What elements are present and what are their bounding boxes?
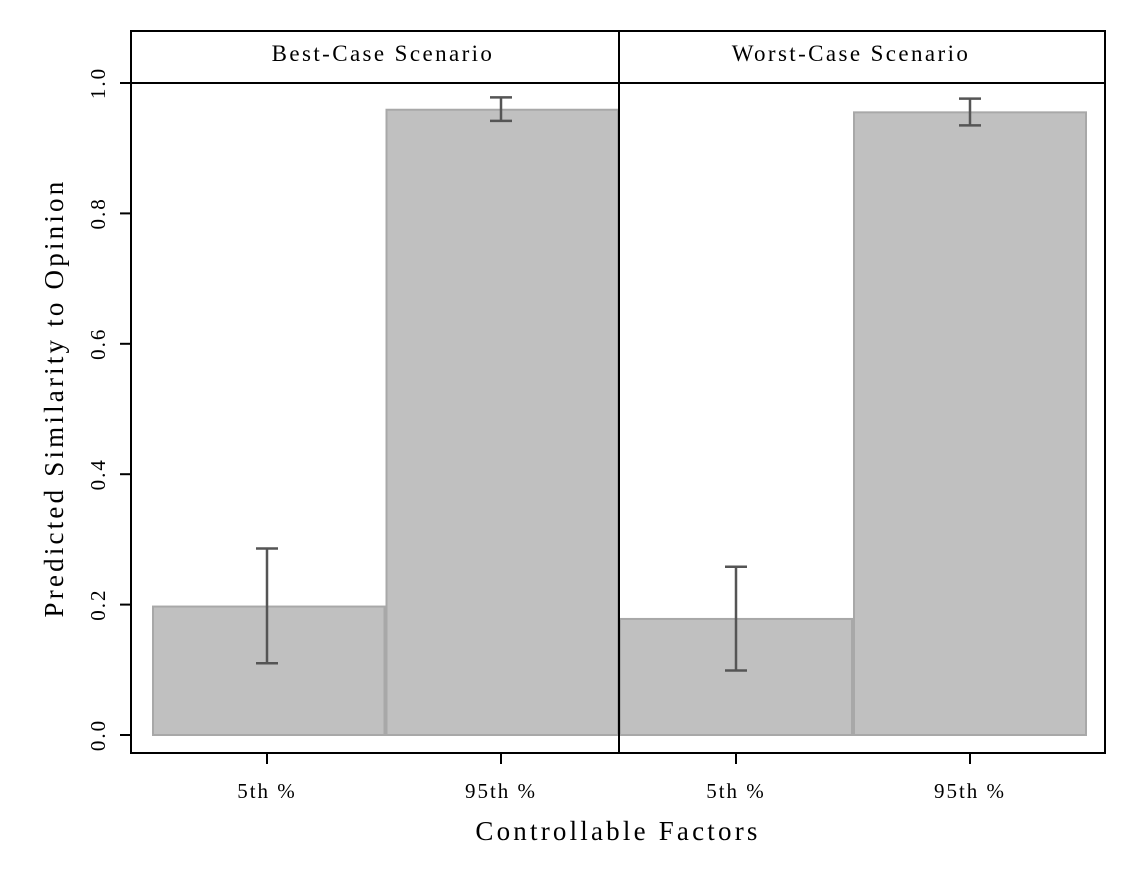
bar-best-5th — [152, 605, 386, 737]
y-tick-label: 0.2 — [86, 588, 110, 620]
bar-best-95th — [385, 108, 619, 737]
bar-worst-95th — [853, 111, 1087, 736]
errorbar-best-95th — [490, 96, 512, 123]
panel-title-worst-case: Worst-Case Scenario — [732, 41, 971, 66]
errorbar-worst-95th — [959, 97, 981, 127]
y-tick-label: 0.8 — [86, 197, 110, 229]
x-tick-label: 5th % — [237, 779, 297, 803]
panel-title-best-case: Best-Case Scenario — [272, 41, 495, 66]
y-tick-label: 0.4 — [86, 458, 110, 490]
y-axis: 0.0 0.2 0.4 0.6 0.8 1.0 — [86, 67, 131, 751]
x-tick-label: 5th % — [706, 779, 766, 803]
errorbars-layer — [256, 96, 981, 672]
y-tick-label: 0.6 — [86, 328, 110, 360]
bars-layer — [152, 108, 1087, 737]
y-tick-label: 1.0 — [86, 67, 110, 99]
y-tick-label: 0.0 — [86, 719, 110, 751]
x-tick-label: 95th % — [934, 779, 1006, 803]
x-axis-title: Controllable Factors — [475, 816, 760, 846]
x-tick-label: 95th % — [465, 779, 537, 803]
errorbar-best-5th — [256, 547, 278, 665]
x-axis: 5th % 95th % 5th % 95th % — [237, 753, 1006, 803]
y-axis-title: Predicted Similarity to Opinion — [39, 179, 69, 618]
errorbar-worst-5th — [725, 565, 747, 672]
